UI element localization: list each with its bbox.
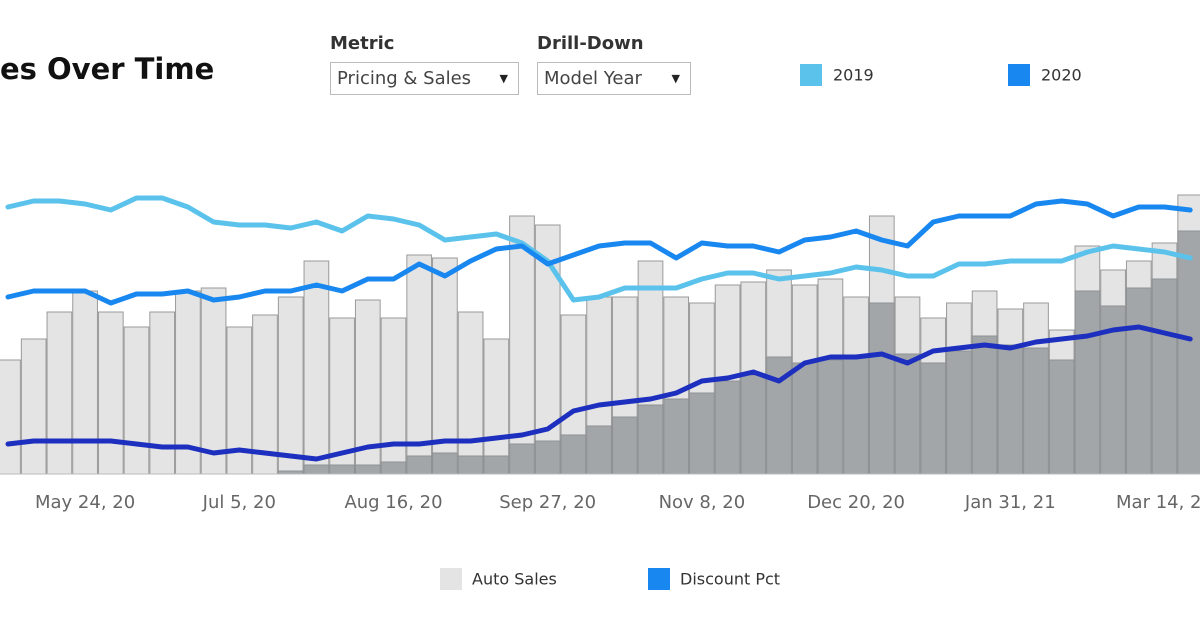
bar <box>689 392 715 475</box>
bar <box>380 317 407 475</box>
bar <box>920 362 947 475</box>
bar <box>894 353 921 475</box>
line-series <box>5 198 1193 306</box>
bar <box>457 455 484 475</box>
filter-label: Metric <box>330 33 395 54</box>
bar <box>277 296 304 475</box>
bar <box>20 338 47 475</box>
bar <box>457 311 484 475</box>
x-tick-label: Mar 14, 21 <box>1116 492 1200 513</box>
legend-label: 2020 <box>1041 66 1082 85</box>
bar <box>1048 359 1075 475</box>
legend-swatch <box>648 568 670 590</box>
bar <box>1177 230 1200 475</box>
line-series <box>5 324 1193 462</box>
legend-label: 2019 <box>833 66 874 85</box>
bar <box>817 359 844 475</box>
bar <box>714 380 741 475</box>
bar <box>354 464 381 475</box>
legend-label: Discount Pct <box>680 570 780 589</box>
dashboard-title: es Over Time <box>0 52 215 86</box>
legend-swatch <box>440 568 462 590</box>
drilldown-dropdown[interactable]: Model Year ▼ <box>537 62 691 95</box>
bar <box>406 455 433 475</box>
dropdown-value: Pricing & Sales <box>337 68 472 89</box>
bar <box>303 464 330 475</box>
bar <box>97 311 124 475</box>
x-tick-label: Jan 31, 21 <box>964 492 1056 513</box>
bar <box>432 257 458 475</box>
bar <box>303 260 330 475</box>
bar <box>611 416 638 475</box>
x-tick-label: Jul 5, 20 <box>202 492 276 513</box>
dropdown-arrow[interactable]: ▼ <box>499 72 508 85</box>
bar <box>740 374 767 475</box>
bar <box>1074 290 1101 475</box>
x-tick-label: Aug 16, 20 <box>344 492 442 513</box>
x-tick-label: Nov 8, 20 <box>659 492 746 513</box>
bar <box>843 356 869 475</box>
x-tick-label: May 24, 20 <box>35 492 135 513</box>
bar <box>663 398 690 475</box>
bar <box>946 350 972 475</box>
bar <box>149 311 176 475</box>
bar <box>534 440 561 475</box>
bar <box>380 461 407 475</box>
x-tick-label: Sep 27, 20 <box>499 492 596 513</box>
bar <box>483 455 510 475</box>
bar <box>432 452 458 475</box>
bar <box>509 443 535 475</box>
bar <box>791 362 818 475</box>
bar <box>123 326 150 475</box>
bar <box>72 290 98 475</box>
legend-label: Auto Sales <box>472 570 557 589</box>
bar <box>997 344 1024 475</box>
line-series <box>5 195 1193 303</box>
bar <box>1125 287 1152 475</box>
x-tick-label: Dec 20, 20 <box>807 492 905 513</box>
bar <box>560 434 587 475</box>
bar <box>868 302 895 475</box>
bar <box>200 287 227 475</box>
bar <box>586 425 612 475</box>
legend-swatch <box>800 64 822 86</box>
bar <box>483 338 510 475</box>
bar <box>252 314 278 475</box>
bar <box>1151 278 1178 475</box>
bar <box>329 317 355 475</box>
dropdown-value: Model Year <box>544 68 642 89</box>
legend-swatch <box>1008 64 1030 86</box>
bar <box>0 359 21 475</box>
filter-label: Drill-Down <box>537 33 644 54</box>
metric-dropdown[interactable]: Pricing & Sales ▼ <box>330 62 519 95</box>
bar <box>46 311 73 475</box>
bar <box>329 464 355 475</box>
bar <box>1023 347 1049 475</box>
bar <box>637 404 664 475</box>
bar <box>971 335 998 475</box>
dropdown-arrow[interactable]: ▼ <box>671 72 680 85</box>
